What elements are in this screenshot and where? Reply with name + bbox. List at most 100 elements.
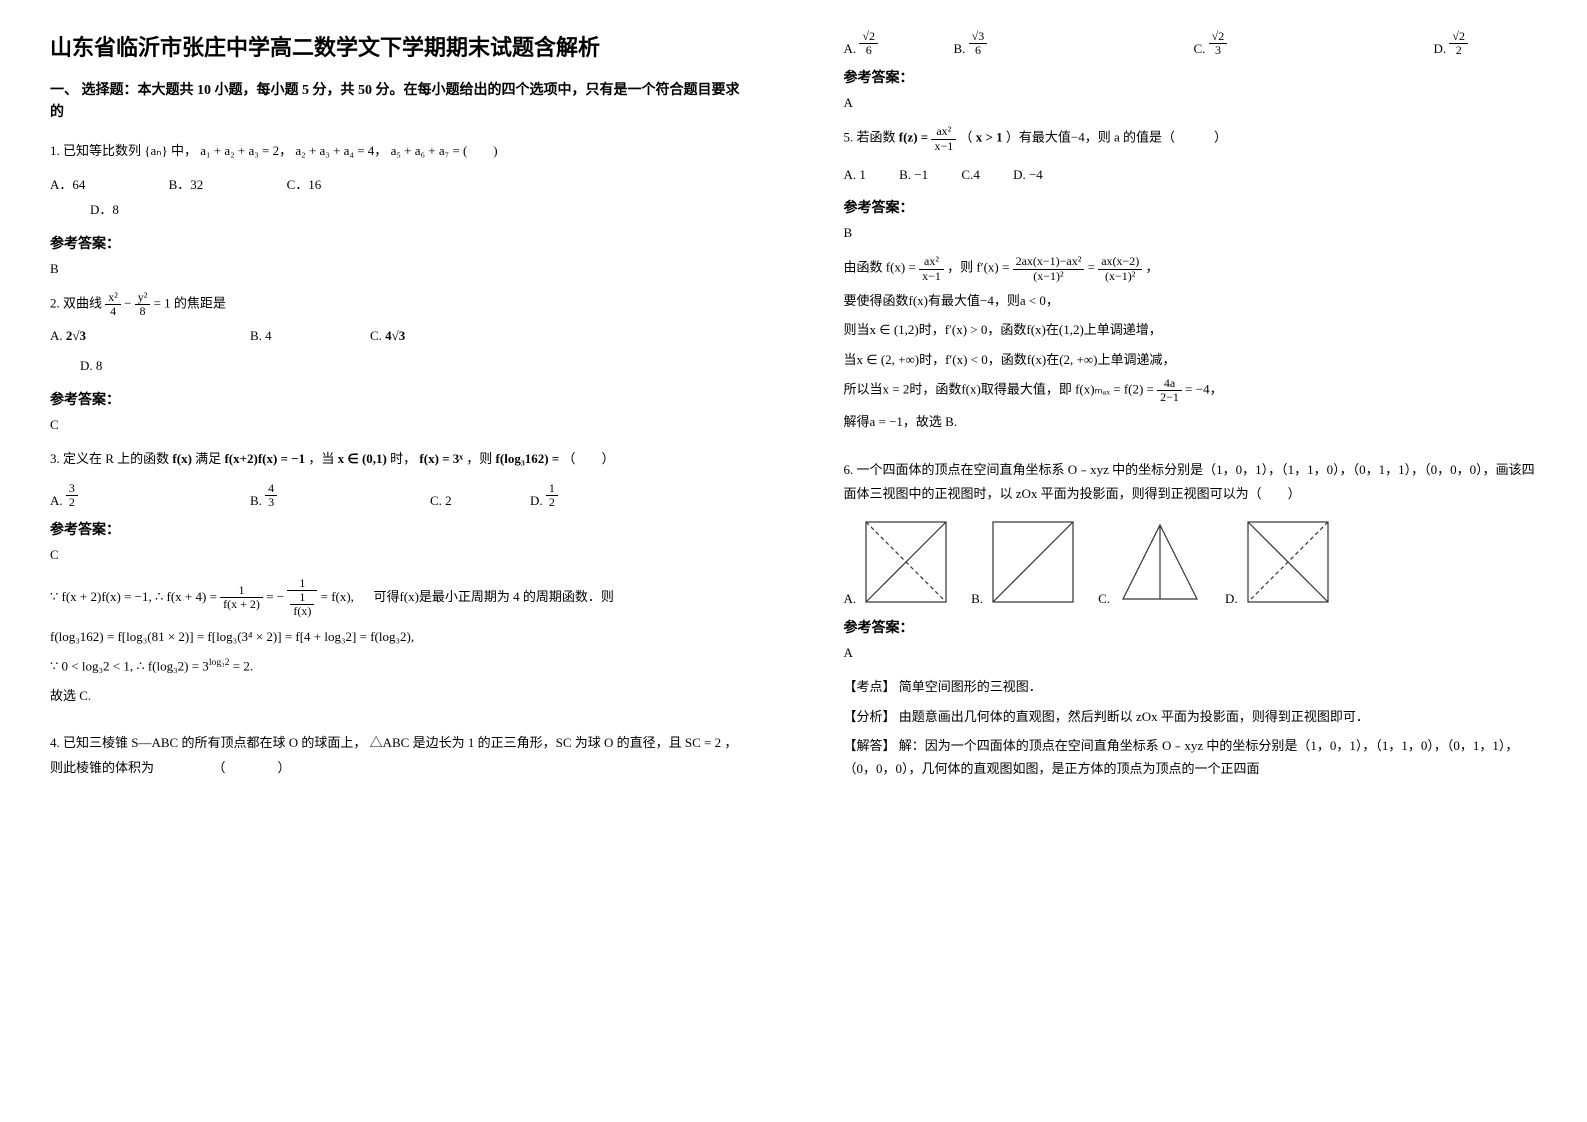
q3-optB-den: 3 (265, 496, 277, 509)
q3-sol1b-num: 1 (287, 577, 317, 591)
q3-sol1b-denden: f(x) (290, 605, 314, 618)
q3-sol1a-den: f(x + 2) (220, 598, 263, 611)
q5-fz-den: x−1 (931, 140, 956, 153)
q5-text-c: ）有最大值−4，则 a 的值是（ ） (1006, 130, 1227, 145)
q6-point-label: 【考点】 (844, 679, 896, 694)
q2-eq: = 1 (154, 296, 171, 311)
q2-answer-label: 参考答案： (50, 389, 744, 409)
q5-sol1-fx-den: x−1 (919, 270, 944, 283)
q5-sol5-fmax: f(x)ₘₐₓ = f(2) = (1075, 382, 1157, 397)
q5-sol5: 所以当x = 2时，函数f(x)取得最大值，即 f(x)ₘₐₓ = f(2) =… (844, 377, 1538, 404)
q1-answer-label: 参考答案： (50, 233, 744, 253)
q5-sol1-fx-num: ax² (919, 255, 944, 269)
q6-sol-label: 【解答】 (844, 738, 896, 753)
q4-optA-label: A. (844, 41, 857, 57)
q3-paren: （ ） (562, 451, 614, 466)
q5-fz-num: ax² (931, 125, 956, 139)
q2-answer: C (50, 417, 744, 433)
q4-optD-label: D. (1434, 41, 1447, 57)
q3-options: A. 32 B. 43 C. 2 D. 12 (50, 482, 744, 509)
q3-fx: f(x) (172, 451, 192, 466)
q5-sol5-num: 4a (1157, 377, 1182, 391)
q5-text-a: 5. 若函数 (844, 130, 896, 145)
q5-optA: A. 1 (844, 163, 866, 188)
q5-sol1-fpx-den2: (x−1)² (1098, 270, 1142, 283)
q4: 4. 已知三棱锥 S—ABC 的所有顶点都在球 O 的球面上， △ABC 是边长… (50, 731, 744, 780)
q6: 6. 一个四面体的顶点在空间直角坐标系 O﹣xyz 中的坐标分别是（1，0，1）… (844, 458, 1538, 507)
q3-text-d: 时， (390, 451, 416, 466)
q2: 2. 双曲线 x²4 − y²8 = 1 的焦距是 (50, 291, 744, 318)
q6-point: 【考点】 简单空间图形的三视图． (844, 675, 1538, 698)
q5-sol5-a: 所以当x = 2时，函数f(x)取得最大值，即 (844, 382, 1072, 397)
q3-sol1b-mid: 1 (290, 591, 314, 605)
q3-optA-num: 3 (66, 482, 78, 496)
q3-sol1a-num: 1 (220, 584, 263, 598)
q6-sol-text: 解：因为一个四面体的顶点在空间直角坐标系 O﹣xyz 中的坐标分别是（1，0，1… (844, 738, 1519, 776)
q4-tri: △ABC (370, 735, 410, 750)
q1-opt-c: C．16 (287, 173, 322, 198)
q3-dom: x ∈ (0,1) (338, 451, 387, 466)
q3-flog: f(log₃162) = (496, 451, 560, 466)
q6-diagrams: A. B. C. D. (844, 517, 1538, 607)
q5-sol1-fx: f(x) = (886, 260, 919, 275)
q3-sol2: f(log₃162) = f[log₃(81 × 2)] = f[log₃(3⁴… (50, 625, 744, 648)
q5-answer: B (844, 225, 1538, 241)
q1-opt-a: A．64 (50, 173, 85, 198)
q5-sol1-fpx: f′(x) = (976, 260, 1012, 275)
q2-optC-val: 4√3 (385, 328, 405, 344)
q4-optA-den: 6 (859, 44, 878, 57)
q5-cond: x > 1 (976, 130, 1003, 145)
q6-optD: D. (1225, 591, 1238, 607)
q6-optC: C. (1098, 591, 1110, 607)
q1-answer: B (50, 261, 744, 277)
q2-num2: y² (135, 291, 151, 305)
q2-optA-val: 2√3 (66, 328, 86, 344)
q4-optB-num: √3 (969, 30, 988, 44)
q1-opt-d: D．8 (90, 198, 119, 223)
q4-options: A. √26 B. √36 C. √23 D. √22 (844, 30, 1538, 57)
q3-text-a: 3. 定义在 R 上的函数 (50, 451, 169, 466)
q5-sol1-a: 由函数 (844, 260, 883, 275)
q5-sol1-fpx-num2: ax(x−2) (1098, 255, 1142, 269)
q5-sol1-b: ，则 (947, 260, 973, 275)
q3-optC: C. 2 (430, 482, 530, 509)
q3-fxdef: f(x) = 3ˣ (419, 451, 463, 466)
q2-optA-label: A. (50, 328, 63, 344)
q5-answer-label: 参考答案： (844, 197, 1538, 217)
q3-optD-den: 2 (546, 496, 558, 509)
section-header: 一、 选择题：本大题共 10 小题，每小题 5 分，共 50 分。在每小题给出的… (50, 80, 744, 125)
q2-den1: 4 (105, 305, 121, 318)
q6-sol: 【解答】 解：因为一个四面体的顶点在空间直角坐标系 O﹣xyz 中的坐标分别是（… (844, 734, 1538, 781)
q2-minus: − (124, 296, 135, 311)
q3-answer-label: 参考答案： (50, 519, 744, 539)
q6-answer: A (844, 645, 1538, 661)
q6-diagram-b (988, 517, 1078, 607)
q3-optA-den: 2 (66, 496, 78, 509)
q6-point-text: 简单空间图形的三视图． (899, 679, 1042, 694)
q3-sol1b: = − (266, 589, 287, 604)
q1-text-b: 中， (171, 143, 197, 158)
q4-sc: SC = 2 (685, 735, 721, 750)
q4-optC-num: √2 (1209, 30, 1228, 44)
q3-cond: f(x+2)f(x) = −1 (224, 451, 305, 466)
q3-sol4: 故选 C. (50, 684, 744, 707)
q3-optD-label: D. (530, 493, 543, 509)
q5-options: A. 1 B. −1 C.4 D. −4 (844, 163, 1538, 188)
q3-optD-num: 1 (546, 482, 558, 496)
q6-optA: A. (844, 591, 857, 607)
q5-sol1-fpx-den1: (x−1)² (1013, 270, 1085, 283)
q6-optB: B. (971, 591, 983, 607)
q3-optA-label: A. (50, 493, 63, 509)
q4-text-b: 是边长为 1 的正三角形，SC 为球 O 的直径，且 (413, 735, 682, 750)
q5-sol3: 则当x ∈ (1,2)时，f′(x) > 0，函数f(x)在(1,2)上单调递增… (844, 318, 1538, 341)
q5-sol1-eq: = (1088, 260, 1099, 275)
q2-num1: x² (105, 291, 121, 305)
q5-sol5-den: 2−1 (1157, 391, 1182, 404)
q5-optD: D. −4 (1013, 163, 1043, 188)
q3-sol1: ∵ f(x + 2)f(x) = −1, ∴ f(x + 4) = 1f(x +… (50, 577, 744, 619)
q5-sol6: 解得a = −1，故选 B. (844, 410, 1538, 433)
q3: 3. 定义在 R 上的函数 f(x) 满足 f(x+2)f(x) = −1 ，当… (50, 447, 744, 472)
q5-sol1: 由函数 f(x) = ax²x−1 ，则 f′(x) = 2ax(x−1)−ax… (844, 255, 1538, 282)
q3-sol1-end: 可得f(x)是最小正周期为 4 的周期函数．则 (373, 589, 614, 604)
q3-sol1c: = f(x), (321, 589, 354, 604)
